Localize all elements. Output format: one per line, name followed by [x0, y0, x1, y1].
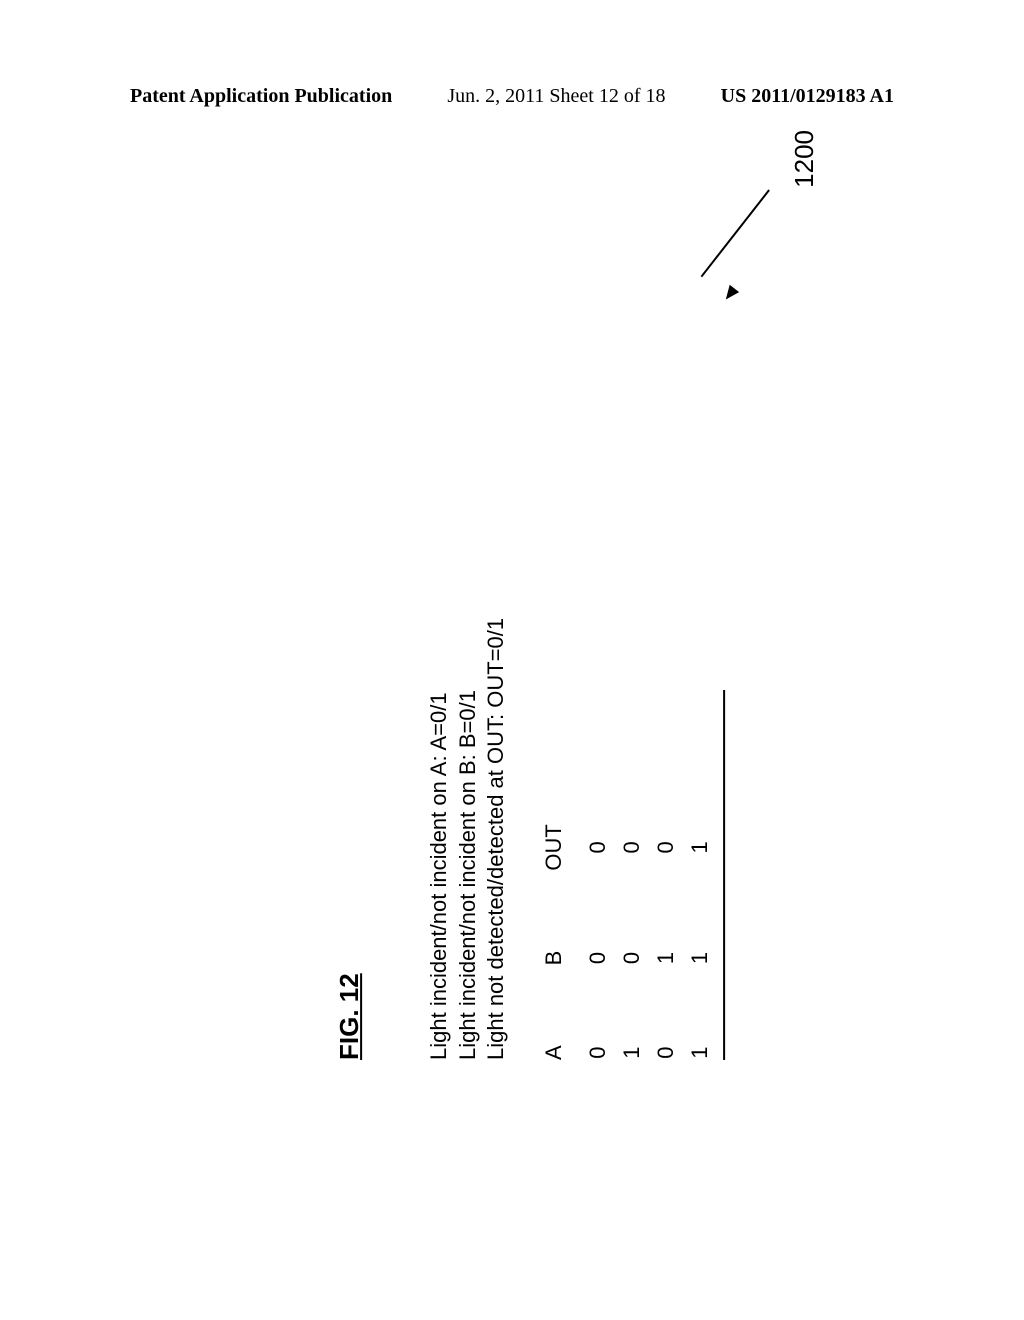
page-header: Patent Application Publication Jun. 2, 2… — [0, 85, 1024, 108]
table-cell: 0 — [585, 841, 611, 853]
figure-container: FIG. 12 Light incident/not incident on A… — [334, 310, 690, 1010]
table-col-out: OUT 0 0 0 1 — [541, 824, 713, 870]
reference-number: 1200 — [789, 130, 820, 188]
header-sheet-info: Jun. 2, 2011 Sheet 12 of 18 — [447, 85, 665, 108]
table-cell: 0 — [585, 1047, 611, 1059]
reference-arrow-line — [700, 189, 769, 277]
table-cell: 0 — [619, 841, 645, 853]
table-cell: 0 — [653, 841, 679, 853]
legend-line-b: Light incident/not incident on B: B=0/1 — [454, 310, 483, 1060]
col-header-out: OUT — [541, 824, 572, 870]
table-col-b: B 0 0 1 1 — [541, 951, 713, 966]
table-cell: 1 — [619, 1047, 645, 1059]
reference-arrow-head — [721, 285, 739, 303]
header-publication: Patent Application Publication — [130, 85, 392, 108]
header-patent-number: US 2011/0129183 A1 — [721, 85, 894, 108]
table-cell: 1 — [687, 1047, 713, 1059]
table-divider — [723, 690, 725, 1060]
table-cell: 0 — [653, 1047, 679, 1059]
table-cell: 1 — [687, 841, 713, 853]
table-cell: 1 — [687, 952, 713, 964]
truth-table: A 0 1 0 1 B 0 0 1 1 OUT 0 0 0 1 — [541, 310, 713, 1060]
figure-legend: Light incident/not incident on A: A=0/1 … — [425, 310, 511, 1060]
legend-line-a: Light incident/not incident on A: A=0/1 — [425, 310, 454, 1060]
figure-label: FIG. 12 — [334, 310, 365, 1060]
table-col-a: A 0 1 0 1 — [541, 1045, 713, 1060]
col-header-a: A — [541, 1045, 572, 1060]
table-cell: 0 — [585, 952, 611, 964]
table-cell: 0 — [619, 952, 645, 964]
col-header-b: B — [541, 951, 572, 966]
legend-line-out: Light not detected/detected at OUT: OUT=… — [482, 310, 511, 1060]
table-cell: 1 — [653, 952, 679, 964]
